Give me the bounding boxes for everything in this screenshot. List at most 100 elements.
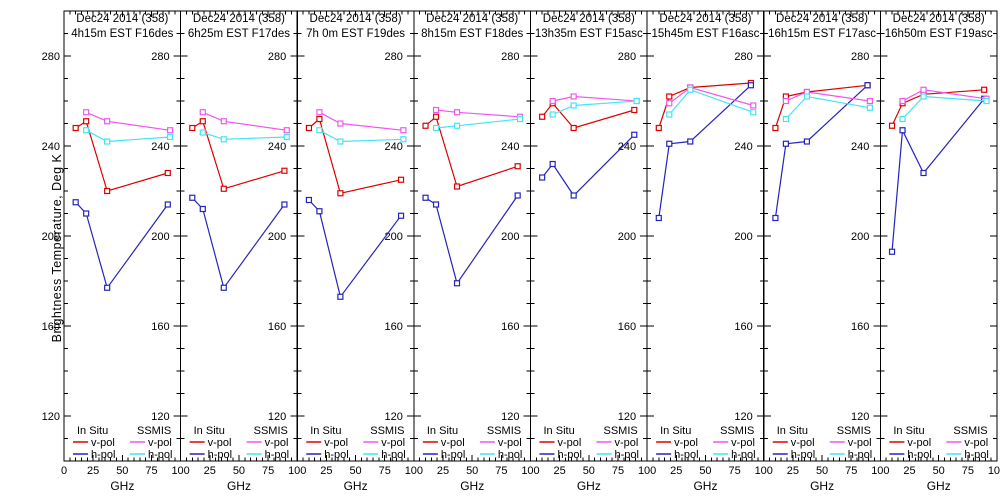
legend-group1-label: In Situ [893,425,924,437]
legend-series-label: h-pol [791,449,815,461]
data-point-marker [539,113,546,120]
data-point-marker [305,124,313,132]
y-panel-tick-label: 200 [385,231,403,243]
legend-series-label: v-pol [907,437,931,449]
data-point-marker [666,140,673,147]
legend-series-label: h-pol [324,449,348,461]
data-point-marker [337,120,344,127]
series-line [308,199,402,299]
legend-series-label: v-pol [615,437,639,449]
x-axis-tick-label: 75 [728,465,740,477]
series-line [774,84,868,219]
x-axis-tick-label: 100 [871,465,889,477]
legend-series-label: h-pol [615,449,639,461]
data-point-marker [453,280,461,287]
y-panel-tick-label: 120 [151,411,169,423]
y-panel-tick-label: 200 [618,231,636,243]
data-point-marker [772,214,779,222]
panel-title-date: Dec24 2014 (358) [776,13,868,25]
data-point-marker [104,118,111,125]
panel-title-date: Dec24 2014 (358) [893,13,985,25]
data-point-marker [687,86,694,93]
panel-title-date: Dec24 2014 (358) [76,13,168,25]
data-point-marker [981,86,988,93]
x-axis-tick-label: 50 [699,465,711,477]
data-point-marker [803,138,811,145]
x-axis-tick-label: 25 [670,465,682,477]
series-line [202,111,287,131]
y-panel-tick-label: 240 [734,141,752,153]
x-axis-tick-label: 75 [379,465,391,477]
x-axis-unit-label: GHz [344,479,368,493]
data-point-marker [422,194,429,201]
x-axis-tick-label: 100 [755,465,773,477]
data-point-marker [899,115,906,123]
data-point-marker [104,138,111,145]
data-point-marker [281,201,288,208]
y-axis-title: Brightness Temperature, Deg K [50,153,64,343]
legend-series-label: h-pol [208,449,232,461]
series-line [658,84,752,219]
panel-title-time: 4h15m EST F16des [71,28,173,40]
x-axis-tick-label: 0 [61,465,67,477]
series-line [425,115,518,188]
y-panel-tick-label: 120 [618,411,636,423]
y-panel-tick-label: 160 [268,321,286,333]
x-axis-tick-label: 75 [612,465,624,477]
x-axis-unit-label: GHz [577,479,601,493]
y-panel-tick-label: 120 [268,411,286,423]
series-line [85,129,171,143]
y-panel-tick-label: 200 [851,231,869,243]
panel-title-date: Dec24 2014 (358) [193,13,285,25]
panel-title-time: 8h15m EST F18des [421,28,523,40]
panel-title-time: 16h50m EST F19asc [885,28,993,40]
data-point-marker [750,102,757,109]
legend-group1-label: In Situ [310,425,341,437]
series-line [202,131,287,140]
data-point-marker [570,192,577,199]
data-point-marker [687,138,694,145]
data-point-marker [514,192,521,199]
x-axis-unit-label: GHz [927,479,951,493]
legend-group2-label: SSMIS [720,425,754,437]
data-point-marker [772,124,779,132]
y-axis-tick-label: 240 [42,141,60,153]
x-axis-tick-label: 25 [320,465,332,477]
data-point-marker [549,97,556,105]
data-point-marker [104,284,111,291]
data-point-marker [305,196,313,204]
series-line [85,111,171,131]
series-line [425,195,519,285]
legend-group2-label: SSMIS [604,425,638,437]
legend-series-label: v-pol [381,437,405,449]
y-panel-tick-label: 280 [151,51,169,63]
data-point-marker [220,284,227,291]
legend-group1-label: In Situ [660,425,691,437]
y-axis-tick-label: 120 [42,411,60,423]
legend-series-label: v-pol [441,437,465,449]
x-axis-tick-label: 50 [349,465,361,477]
series-line [552,95,637,102]
data-point-marker [164,201,171,208]
data-point-marker [633,97,640,105]
data-point-marker [72,124,79,132]
y-panel-tick-label: 240 [501,141,519,153]
x-axis-unit-label: GHz [693,479,717,493]
data-point-marker [631,106,638,114]
x-axis-tick-label: 100 [288,465,306,477]
x-axis-tick-label: 50 [116,465,128,477]
series-line [319,111,404,131]
data-point-marker [899,127,906,134]
data-point-marker [220,136,227,143]
data-point-marker [888,122,896,129]
data-point-marker [570,93,577,100]
data-point-marker [983,97,990,105]
x-axis-tick-label: 25 [87,465,99,477]
data-point-marker [432,106,440,114]
x-axis-tick-label: 100 [521,465,539,477]
y-panel-tick-label: 280 [851,51,869,63]
data-point-marker [167,133,174,141]
series-line [75,201,169,290]
legend-series-label: v-pol [558,437,582,449]
